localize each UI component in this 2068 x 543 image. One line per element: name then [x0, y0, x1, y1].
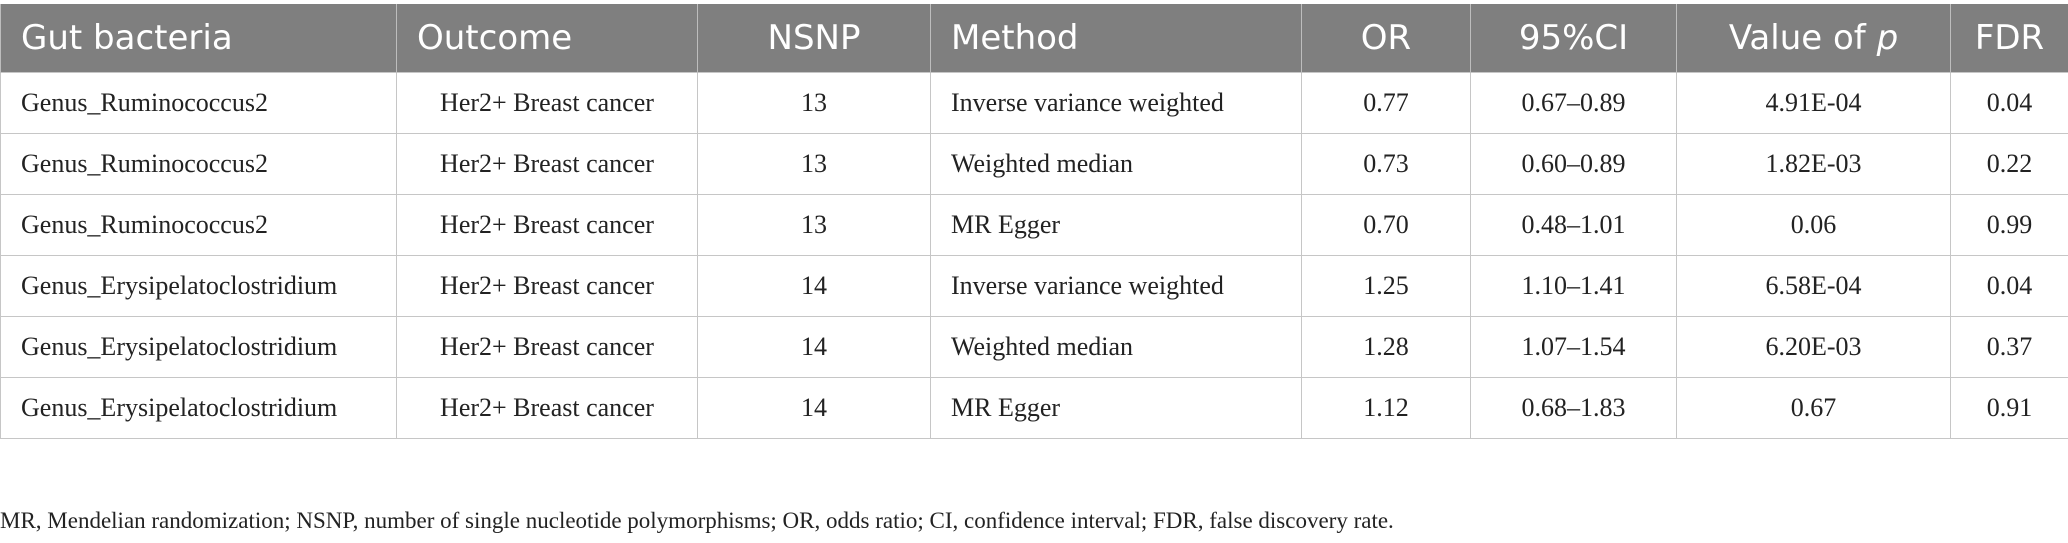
cell-nsnp: 14 [697, 377, 931, 439]
table-row: Genus_Ruminococcus2 Her2+ Breast cancer … [0, 72, 2068, 134]
cell-gut-bacteria: Genus_Ruminococcus2 [0, 194, 397, 256]
table-footnote: MR, Mendelian randomization; NSNP, numbe… [0, 508, 1394, 533]
cell-p-value: 6.20E-03 [1676, 316, 1951, 378]
cell-or: 0.70 [1301, 194, 1471, 256]
cell-95ci: 0.68–1.83 [1470, 377, 1677, 439]
cell-method: Inverse variance weighted [930, 255, 1302, 317]
cell-outcome: Her2+ Breast cancer [396, 377, 698, 439]
header-gut-bacteria: Gut bacteria [0, 4, 397, 73]
cell-fdr: 0.04 [1950, 255, 2068, 317]
cell-method: Inverse variance weighted [930, 72, 1302, 134]
header-or: OR [1301, 4, 1471, 73]
cell-95ci: 0.60–0.89 [1470, 133, 1677, 195]
cell-fdr: 0.22 [1950, 133, 2068, 195]
cell-nsnp: 13 [697, 72, 931, 134]
results-table-container: Gut bacteria Outcome NSNP Method OR 95%C… [0, 4, 2068, 439]
cell-p-value: 4.91E-04 [1676, 72, 1951, 134]
cell-fdr: 0.37 [1950, 316, 2068, 378]
header-fdr: FDR [1950, 4, 2068, 73]
cell-method: MR Egger [930, 377, 1302, 439]
header-outcome: Outcome [396, 4, 698, 73]
cell-method: Weighted median [930, 133, 1302, 195]
cell-fdr: 0.91 [1950, 377, 2068, 439]
cell-nsnp: 13 [697, 133, 931, 195]
cell-method: MR Egger [930, 194, 1302, 256]
cell-fdr: 0.99 [1950, 194, 2068, 256]
table-row: Genus_Erysipelatoclostridium Her2+ Breas… [0, 377, 2068, 439]
table-row: Genus_Ruminococcus2 Her2+ Breast cancer … [0, 194, 2068, 256]
cell-or: 1.12 [1301, 377, 1471, 439]
cell-outcome: Her2+ Breast cancer [396, 194, 698, 256]
cell-fdr: 0.04 [1950, 72, 2068, 134]
cell-nsnp: 14 [697, 316, 931, 378]
cell-outcome: Her2+ Breast cancer [396, 72, 698, 134]
cell-gut-bacteria: Genus_Erysipelatoclostridium [0, 255, 397, 317]
cell-p-value: 1.82E-03 [1676, 133, 1951, 195]
cell-or: 0.77 [1301, 72, 1471, 134]
cell-or: 1.28 [1301, 316, 1471, 378]
cell-95ci: 0.67–0.89 [1470, 72, 1677, 134]
cell-nsnp: 13 [697, 194, 931, 256]
cell-or: 0.73 [1301, 133, 1471, 195]
header-p-value: Value of p [1676, 4, 1951, 73]
cell-nsnp: 14 [697, 255, 931, 317]
table-row: Genus_Erysipelatoclostridium Her2+ Breas… [0, 316, 2068, 378]
cell-95ci: 1.10–1.41 [1470, 255, 1677, 317]
cell-p-value: 6.58E-04 [1676, 255, 1951, 317]
table-row: Genus_Ruminococcus2 Her2+ Breast cancer … [0, 133, 2068, 195]
cell-outcome: Her2+ Breast cancer [396, 255, 698, 317]
results-table: Gut bacteria Outcome NSNP Method OR 95%C… [0, 4, 2068, 439]
cell-gut-bacteria: Genus_Ruminococcus2 [0, 72, 397, 134]
header-95ci: 95%CI [1470, 4, 1677, 73]
cell-outcome: Her2+ Breast cancer [396, 316, 698, 378]
cell-95ci: 1.07–1.54 [1470, 316, 1677, 378]
table-row: Genus_Erysipelatoclostridium Her2+ Breas… [0, 255, 2068, 317]
table-header-row: Gut bacteria Outcome NSNP Method OR 95%C… [0, 4, 2068, 73]
cell-p-value: 0.67 [1676, 377, 1951, 439]
cell-95ci: 0.48–1.01 [1470, 194, 1677, 256]
cell-or: 1.25 [1301, 255, 1471, 317]
cell-method: Weighted median [930, 316, 1302, 378]
cell-gut-bacteria: Genus_Erysipelatoclostridium [0, 316, 397, 378]
cell-p-value: 0.06 [1676, 194, 1951, 256]
cell-outcome: Her2+ Breast cancer [396, 133, 698, 195]
header-method: Method [930, 4, 1302, 73]
cell-gut-bacteria: Genus_Erysipelatoclostridium [0, 377, 397, 439]
cell-gut-bacteria: Genus_Ruminococcus2 [0, 133, 397, 195]
header-nsnp: NSNP [697, 4, 931, 73]
